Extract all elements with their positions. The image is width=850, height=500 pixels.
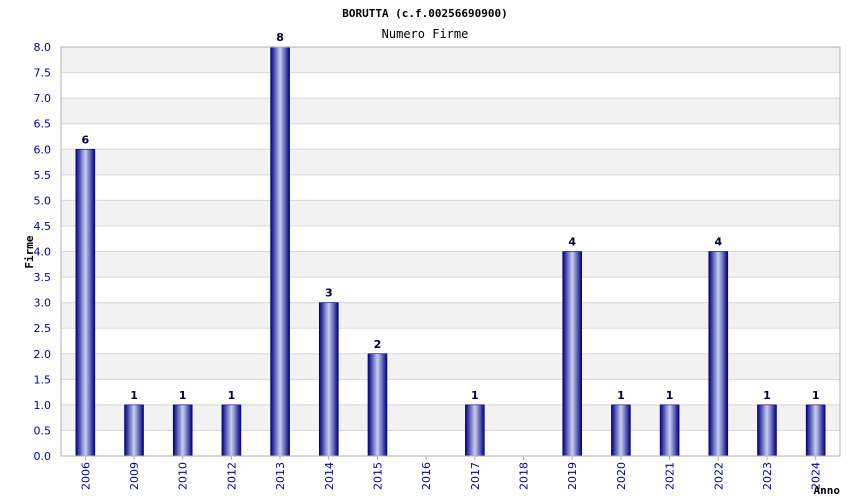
data-label-2023: 1 xyxy=(763,389,771,402)
data-labels: 6 1 1 1 8 3 2 1 4 1 1 4 1 1 xyxy=(82,31,820,402)
bar-2024 xyxy=(805,404,826,457)
y-tick-label: 1.5 xyxy=(34,373,52,386)
bar-2006 xyxy=(75,148,96,457)
plot-band xyxy=(61,225,840,252)
bar-2023 xyxy=(757,404,777,457)
plot-band xyxy=(61,72,840,99)
y-tick-label: 2.5 xyxy=(34,322,52,335)
x-tick-label-2018: 2018 xyxy=(518,462,531,490)
x-tick-label-2009: 2009 xyxy=(128,462,141,490)
y-tick-label: 8.0 xyxy=(34,41,52,54)
x-tick-label-2014: 2014 xyxy=(323,462,336,490)
chart-title: BORUTTA (c.f.00256690900) xyxy=(342,7,508,20)
data-label-2009: 1 xyxy=(130,389,138,402)
data-label-2012: 1 xyxy=(228,389,236,402)
y-tick-label: 4.0 xyxy=(34,246,52,259)
data-label-2006: 6 xyxy=(82,133,90,146)
bars xyxy=(75,46,826,457)
x-tick-label-2021: 2021 xyxy=(664,462,677,490)
data-label-2020: 1 xyxy=(617,389,625,402)
y-tick-label: 7.5 xyxy=(34,67,52,80)
y-axis-ticks: 0.0 0.5 1.0 1.5 2.0 2.5 3.0 3.5 4.0 4.5 5.0 5.5 6.0 6… xyxy=(34,41,52,463)
x-tick-label-2012: 2012 xyxy=(225,462,238,490)
x-tick-label-2017: 2017 xyxy=(469,462,482,490)
y-axis-label: Firme xyxy=(23,235,36,268)
x-tick-label-2023: 2023 xyxy=(761,462,774,490)
plot-band xyxy=(61,98,840,124)
plot-band xyxy=(61,149,840,175)
bar-2021 xyxy=(659,404,680,457)
y-tick-label: 2.0 xyxy=(34,348,52,361)
y-tick-label: 6.5 xyxy=(34,118,52,131)
bar-2017 xyxy=(465,404,485,457)
data-label-2010: 1 xyxy=(179,389,187,402)
y-tick-label: 1.0 xyxy=(34,399,52,412)
x-axis-ticks: 2006 2009 2010 2012 2013 2014 2015 2016 2017 2018… xyxy=(79,456,823,490)
x-tick-label-2010: 2010 xyxy=(177,462,190,490)
x-tick-label-2022: 2022 xyxy=(712,462,725,490)
plot-frame xyxy=(60,46,841,457)
data-label-2014: 3 xyxy=(325,287,333,300)
data-label-2013: 8 xyxy=(276,31,284,44)
bar-2020 xyxy=(611,404,631,457)
bar-2022 xyxy=(708,251,729,457)
bar-2010 xyxy=(172,404,193,457)
bar-2013 xyxy=(270,46,290,457)
data-label-2021: 1 xyxy=(666,389,674,402)
bar-2009 xyxy=(124,404,144,457)
data-label-2019: 4 xyxy=(568,236,576,249)
x-axis-label: Anno xyxy=(814,484,841,497)
y-tick-label: 3.5 xyxy=(34,271,52,284)
y-tick-label: 5.0 xyxy=(34,194,52,207)
bar-2015 xyxy=(367,353,388,457)
y-tick-label: 6.0 xyxy=(34,143,52,156)
x-tick-label-2006: 2006 xyxy=(79,462,92,490)
plot-band xyxy=(61,123,840,150)
chart-subtitle: Numero Firme xyxy=(382,27,469,41)
y-tick-label: 5.5 xyxy=(34,169,52,182)
bar-2019 xyxy=(562,251,583,457)
data-label-2015: 2 xyxy=(374,338,382,351)
x-tick-label-2016: 2016 xyxy=(420,462,433,490)
bar-2012 xyxy=(221,404,242,457)
plot-band xyxy=(61,174,840,201)
x-tick-label-2024: 2024 xyxy=(810,462,823,490)
y-tick-label: 0.5 xyxy=(34,424,52,437)
y-tick-label: 7.0 xyxy=(34,92,52,105)
y-tick-label: 3.0 xyxy=(34,297,52,310)
data-label-2022: 4 xyxy=(714,236,722,249)
x-tick-label-2020: 2020 xyxy=(615,462,628,490)
y-tick-label: 0.0 xyxy=(34,450,52,463)
x-tick-label-2013: 2013 xyxy=(274,462,287,490)
plot-band xyxy=(61,47,840,73)
bar-2014 xyxy=(318,302,339,457)
data-label-2024: 1 xyxy=(812,389,820,402)
x-tick-label-2019: 2019 xyxy=(566,462,579,490)
y-tick-label: 4.5 xyxy=(34,220,52,233)
data-label-2017: 1 xyxy=(471,389,479,402)
x-tick-label-2015: 2015 xyxy=(371,462,384,490)
plot-band xyxy=(61,200,840,226)
